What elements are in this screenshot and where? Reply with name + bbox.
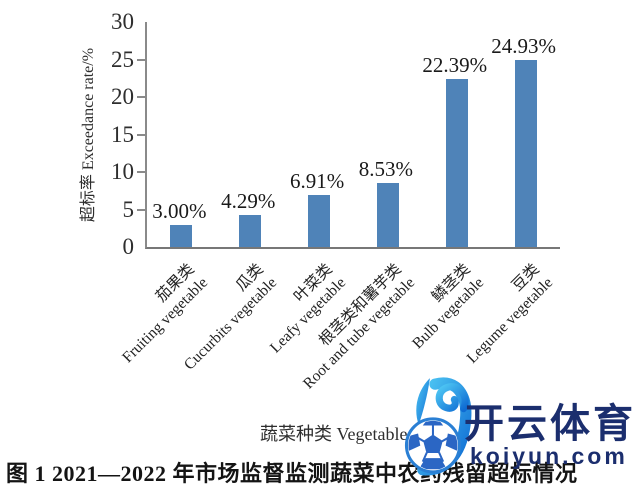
bar-value-label: 8.53%	[358, 157, 414, 182]
bar-value-label: 24.93%	[491, 34, 556, 59]
y-tick-mark	[137, 96, 145, 98]
y-tick-mark	[137, 171, 145, 173]
bar	[239, 214, 262, 247]
y-tick-label: 25	[111, 46, 134, 72]
y-tick-label: 10	[111, 159, 134, 184]
plot-area	[145, 22, 560, 249]
y-tick-mark	[137, 58, 145, 61]
bar-value-label: 3.00%	[152, 198, 207, 223]
y-tick-mark	[137, 133, 145, 136]
bar	[445, 79, 468, 247]
y-tick-label: 20	[111, 84, 134, 109]
bar-value-label: 4.29%	[221, 188, 276, 213]
bar	[376, 183, 399, 247]
y-tick-label: 30	[111, 9, 134, 34]
y-tick-label: 15	[111, 121, 134, 147]
bar	[170, 224, 193, 247]
bar	[514, 60, 537, 247]
bar-value-label: 22.39%	[422, 53, 488, 78]
x-axis-title: 蔬菜种类 Vegetable type	[260, 424, 443, 444]
y-tick-label: 5	[122, 196, 135, 222]
bar-value-label: 6.91%	[289, 169, 345, 194]
figure-caption: 图 1 2021—2022 年市场监督监测蔬菜中农药残留超标情况	[6, 461, 578, 486]
y-tick-label: 0	[122, 234, 135, 259]
bar	[308, 195, 331, 247]
y-tick-mark	[137, 208, 145, 211]
